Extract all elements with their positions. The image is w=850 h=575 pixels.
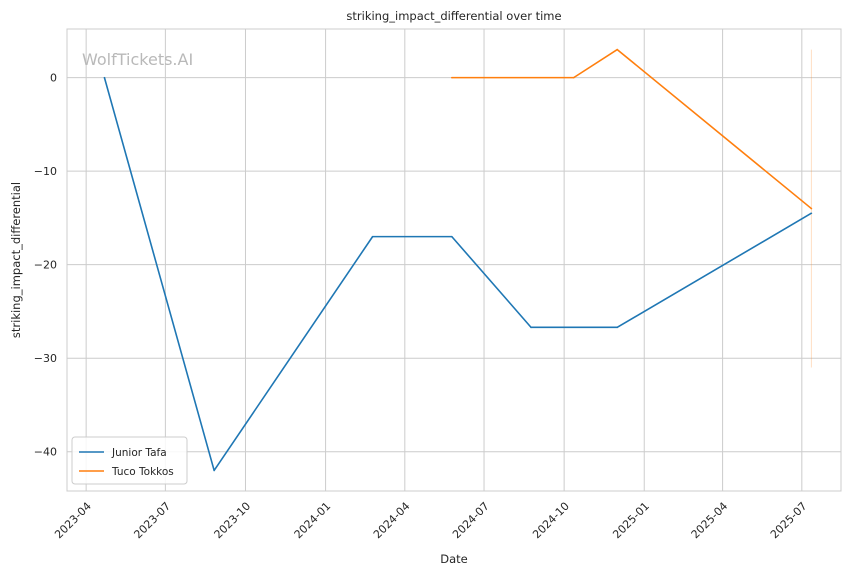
data-point-junior-tafa bbox=[530, 326, 532, 329]
data-point-tuco-tokkos bbox=[616, 48, 619, 51]
y-tick-label: −40 bbox=[34, 446, 57, 459]
series-line-tuco-tokkos bbox=[451, 48, 812, 210]
legend-label-junior-tafa: Junior Tafa bbox=[111, 447, 167, 459]
data-point-tuco-tokkos bbox=[451, 76, 453, 79]
legend: Junior Tafa Tuco Tokkos bbox=[71, 436, 188, 485]
data-point-junior-tafa bbox=[371, 235, 374, 238]
data-point-junior-tafa bbox=[616, 326, 619, 329]
data-point-tuco-tokkos bbox=[572, 76, 575, 79]
data-point-tuco-tokkos bbox=[810, 207, 813, 210]
y-tick-label: −20 bbox=[34, 259, 57, 272]
x-axis-title: Date bbox=[440, 552, 468, 566]
data-point-junior-tafa bbox=[103, 76, 106, 79]
data-point-junior-tafa bbox=[810, 212, 813, 215]
y-tick-label: −30 bbox=[34, 352, 57, 365]
legend-label-tuco-tokkos: Tuco Tokkos bbox=[111, 466, 174, 478]
y-tick-label: 0 bbox=[50, 72, 57, 85]
legend-box bbox=[71, 436, 188, 485]
series-lines bbox=[103, 48, 813, 472]
data-point-junior-tafa bbox=[451, 235, 453, 238]
chart-title: striking_impact_differential over time bbox=[346, 9, 561, 23]
plot-frame bbox=[66, 28, 842, 492]
y-axis-ticks: 0 −10 −20 −30 −40 bbox=[34, 72, 57, 459]
watermark-text: WolfTickets.AI bbox=[82, 50, 193, 69]
data-point-junior-tafa bbox=[213, 469, 215, 472]
y-axis-title: striking_impact_differential bbox=[9, 182, 23, 338]
y-tick-label: −10 bbox=[34, 165, 57, 178]
